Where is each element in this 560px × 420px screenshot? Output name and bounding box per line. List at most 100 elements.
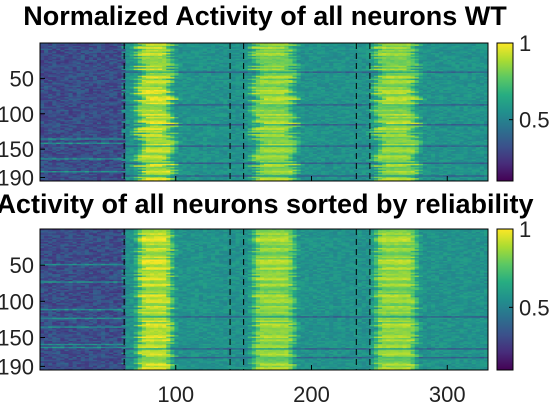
heatmap-cell <box>178 52 183 55</box>
heatmap-cell <box>223 75 228 78</box>
heatmap-cell <box>325 82 330 85</box>
heatmap-cell <box>247 47 253 50</box>
heatmap-cell <box>349 74 354 77</box>
heatmap-cell <box>105 52 110 55</box>
heatmap-cell <box>357 72 363 75</box>
heatmap-cell <box>357 64 363 67</box>
heatmap-cell <box>215 60 220 62</box>
heatmap-cell <box>80 50 86 52</box>
heatmap-cell <box>170 48 175 51</box>
heatmap-cell <box>349 58 354 61</box>
heatmap-cell <box>483 71 489 74</box>
heatmap-cell <box>243 55 249 58</box>
heatmap-cell <box>174 82 179 85</box>
heatmap-cell <box>312 78 318 81</box>
heatmap-cell <box>166 65 171 68</box>
heatmap-cell <box>426 74 432 77</box>
heatmap-cell <box>418 79 424 82</box>
heatmap-cell <box>80 77 86 79</box>
heatmap-cell <box>308 64 314 67</box>
heatmap-cell <box>190 64 196 67</box>
heatmap-cell <box>398 78 403 81</box>
heatmap-cell <box>113 51 118 54</box>
heatmap-cell <box>141 51 147 54</box>
heatmap-cell <box>451 79 456 82</box>
heatmap-cell <box>166 62 171 65</box>
heatmap-cell <box>255 84 261 87</box>
heatmap-cell <box>137 54 143 57</box>
heatmap-cell <box>174 75 179 78</box>
heatmap-cell <box>418 77 424 79</box>
heatmap-cell <box>247 48 253 51</box>
heatmap-cell <box>479 52 485 55</box>
heatmap-cell <box>353 79 359 82</box>
heatmap-cell <box>56 78 61 81</box>
heatmap-cell <box>154 75 159 78</box>
heatmap-cell <box>467 65 473 68</box>
heatmap-cell <box>414 78 420 81</box>
heatmap-cell <box>88 79 94 82</box>
heatmap-cell <box>483 60 489 62</box>
heatmap-cell <box>390 77 395 79</box>
heatmap-cell <box>97 65 102 68</box>
heatmap-cell <box>186 81 192 84</box>
heatmap-cell <box>166 55 171 58</box>
heatmap-cell <box>251 68 257 71</box>
heatmap-cell <box>113 62 118 65</box>
heatmap-cell <box>149 67 155 70</box>
heatmap-cell <box>141 44 147 47</box>
heatmap-cell <box>329 60 334 62</box>
heatmap-cell <box>194 79 200 82</box>
heatmap-cell <box>345 75 350 78</box>
heatmap-cell <box>186 52 192 55</box>
heatmap-cell <box>92 50 98 52</box>
heatmap-cell <box>186 70 192 72</box>
heatmap-cell <box>84 60 90 62</box>
heatmap-cell <box>255 61 261 64</box>
heatmap-cell <box>84 48 90 51</box>
heatmap-cell <box>259 71 265 74</box>
heatmap-cell <box>483 70 489 72</box>
heatmap-cell <box>272 54 277 57</box>
heatmap-cell <box>410 57 416 60</box>
heatmap-cell <box>345 43 350 45</box>
heatmap-cell <box>394 54 399 57</box>
heatmap-cell <box>382 77 387 79</box>
heatmap-cell <box>162 54 167 57</box>
heatmap-cell <box>239 50 245 52</box>
heatmap-cell <box>247 64 253 67</box>
heatmap-cell <box>145 60 151 62</box>
heatmap-cell <box>84 74 90 77</box>
heatmap-cell <box>284 51 289 54</box>
heatmap-cell <box>72 71 78 74</box>
heatmap-cell <box>443 72 448 75</box>
heatmap-cell <box>68 60 73 62</box>
heatmap-cell <box>162 62 167 65</box>
heatmap-cell <box>455 79 460 82</box>
heatmap-cell <box>475 58 481 61</box>
heatmap-cell <box>345 55 350 58</box>
heatmap-cell <box>479 82 485 85</box>
heatmap-cell <box>190 61 196 64</box>
heatmap-cell <box>117 50 122 52</box>
heatmap-cell <box>386 79 391 82</box>
heatmap-cell <box>418 64 424 67</box>
heatmap-cell <box>325 68 330 71</box>
heatmap-cell <box>251 77 257 79</box>
heatmap-cell <box>439 45 444 48</box>
heatmap-cell <box>349 71 354 74</box>
heatmap-cell <box>439 55 444 58</box>
heatmap-cell <box>463 60 469 62</box>
heatmap-cell <box>40 52 45 55</box>
heatmap-cell <box>88 72 94 75</box>
heatmap-cell <box>72 48 78 51</box>
heatmap-cell <box>125 65 130 68</box>
heatmap-cell <box>56 57 61 60</box>
heatmap-cell <box>162 74 167 77</box>
heatmap-cell <box>325 78 330 81</box>
heatmap-cell <box>337 68 342 71</box>
heatmap-cell <box>202 47 208 50</box>
heatmap-cell <box>264 78 269 81</box>
heatmap-cell <box>406 51 412 54</box>
heatmap-cell <box>463 79 469 82</box>
